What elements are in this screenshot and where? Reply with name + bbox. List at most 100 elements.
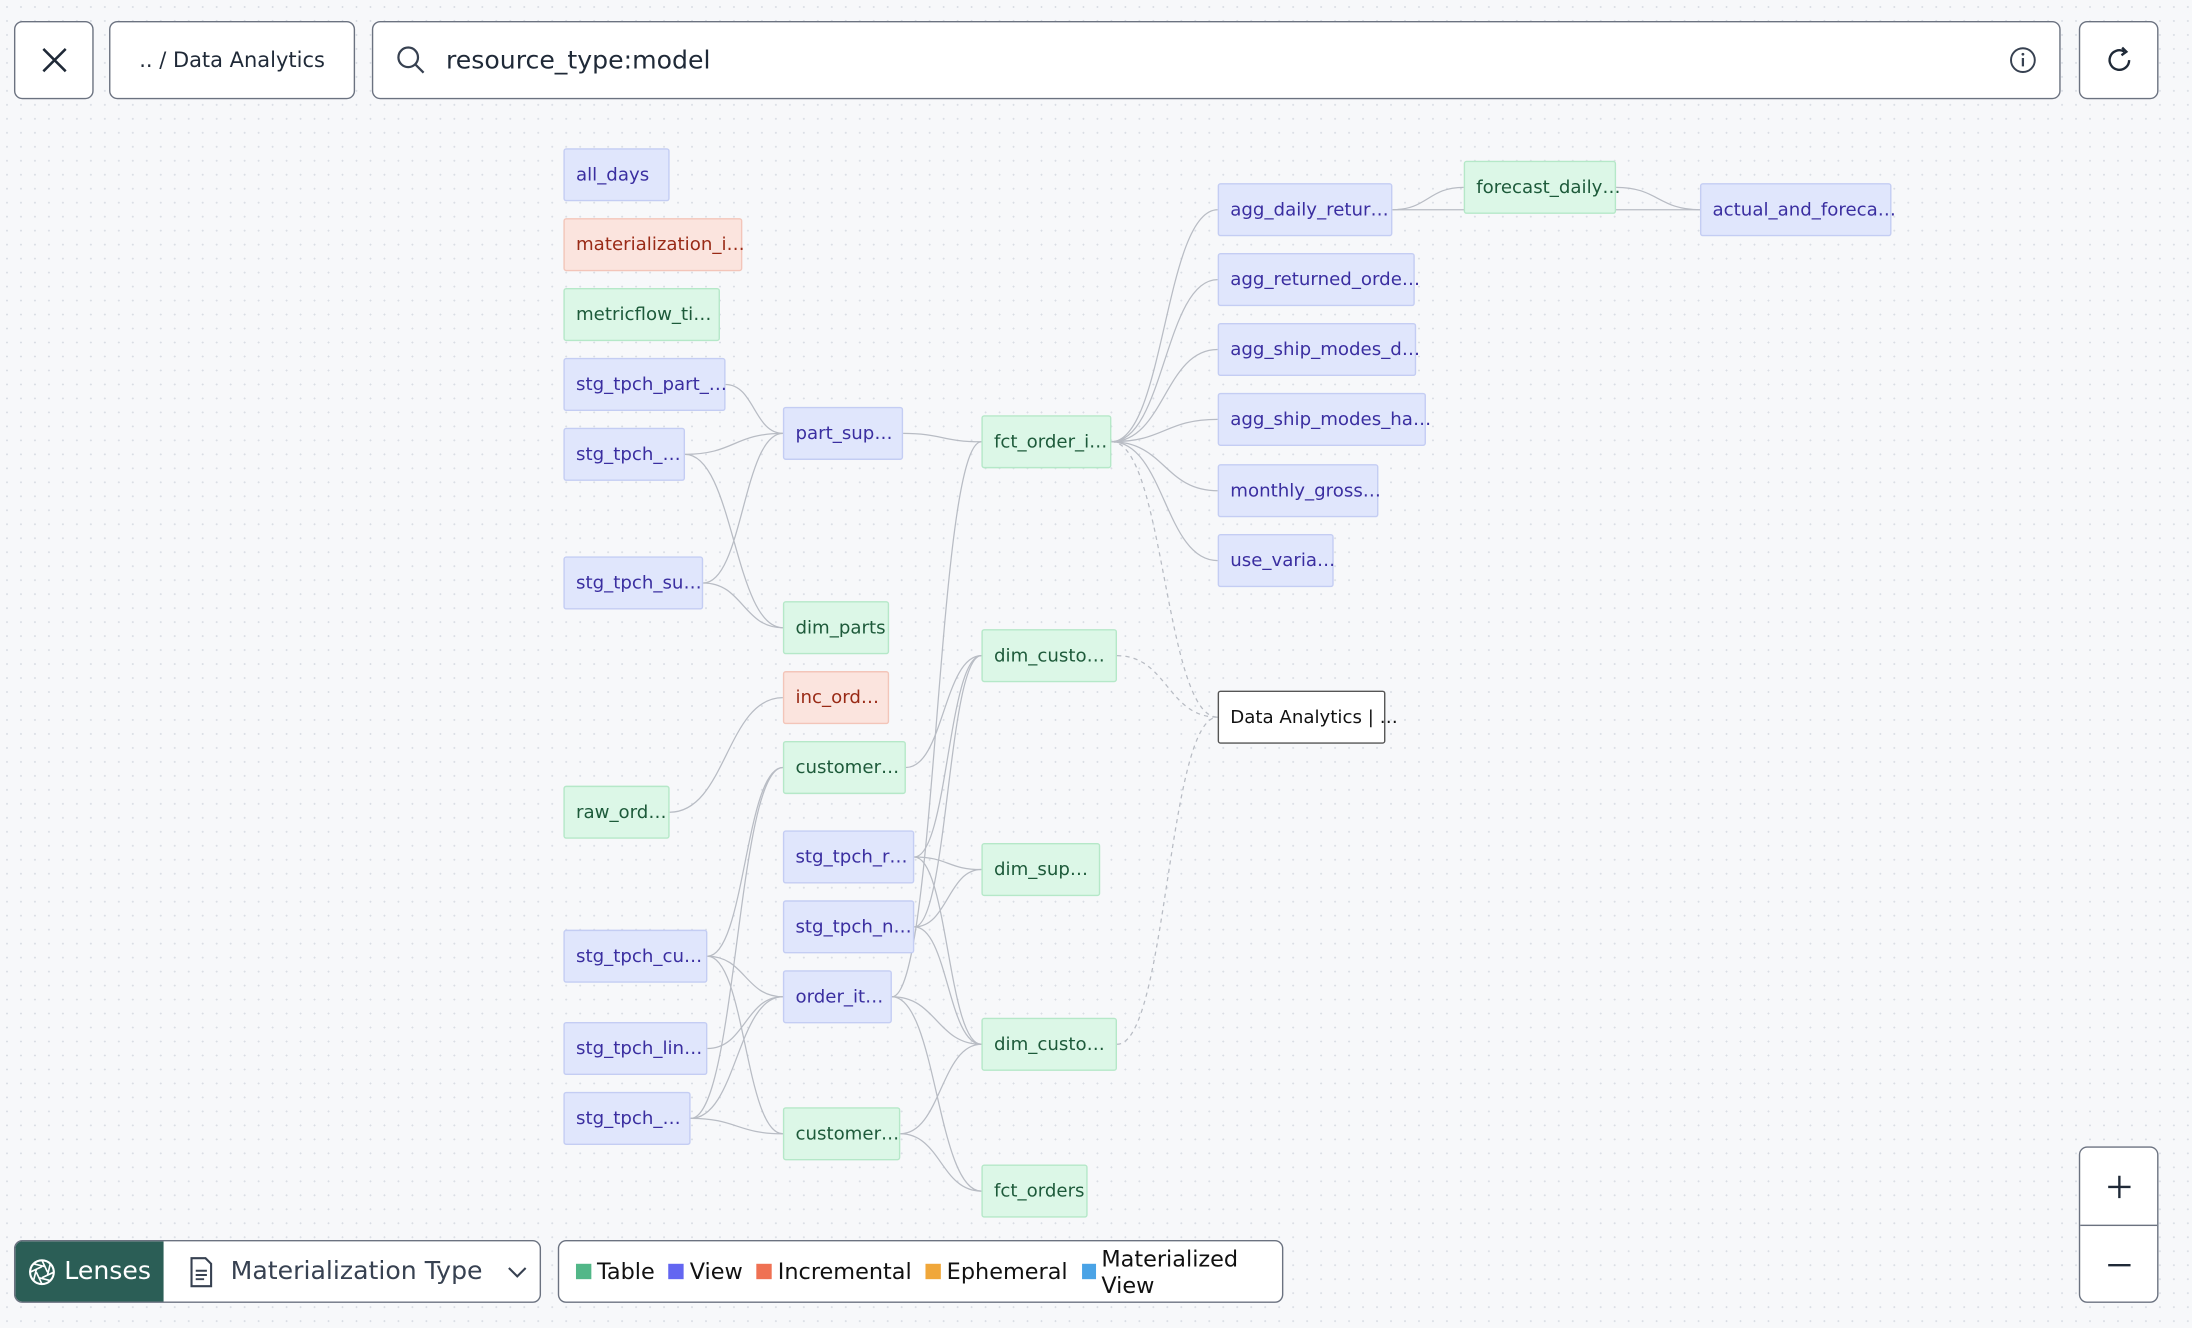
lineage-edge [900, 1043, 982, 1135]
breadcrumb[interactable]: .. / Data Analytics [109, 20, 356, 100]
model-node[interactable]: customer… [782, 740, 906, 795]
model-node[interactable]: metricflow_ti… [563, 287, 720, 342]
model-node[interactable]: fct_orders [981, 1164, 1088, 1218]
model-node[interactable]: stg_tpch_lin… [563, 1021, 708, 1076]
model-node[interactable]: stg_tpch_su… [563, 556, 704, 610]
lineage-edge [690, 996, 783, 1120]
lenses-button[interactable]: Lenses [15, 1241, 164, 1302]
legend-item: View [668, 1258, 743, 1285]
lens-select[interactable]: Materialization Type [164, 1241, 540, 1301]
lineage-edge [703, 432, 783, 584]
lenses-label: Lenses [64, 1256, 152, 1287]
model-node[interactable]: agg_ship_modes_d… [1217, 322, 1420, 377]
model-node[interactable]: forecast_daily… [1463, 160, 1621, 214]
model-node[interactable]: materialization_i… [563, 218, 745, 272]
refresh-button[interactable] [2078, 20, 2159, 100]
lineage-edge [1111, 418, 1218, 443]
model-node[interactable]: stg_tpch_r… [782, 830, 915, 884]
search-icon [397, 46, 425, 74]
lineage-edge [914, 655, 982, 928]
lineage-edge [707, 955, 783, 998]
legend-item: Table [575, 1258, 655, 1285]
lineage-edge [725, 383, 783, 435]
lenses-control: Lenses Materialization Type [13, 1240, 542, 1303]
model-node[interactable]: stg_tpch_… [563, 1091, 691, 1145]
zoom-controls [2078, 1146, 2159, 1303]
model-node[interactable]: Data Analytics | … [1217, 690, 1398, 744]
info-icon[interactable] [2009, 46, 2037, 74]
model-node[interactable]: customer… [782, 1107, 901, 1161]
legend-swatch [668, 1263, 685, 1280]
model-node[interactable]: agg_ship_modes_ha… [1217, 392, 1431, 446]
zoom-in-button[interactable] [2080, 1148, 2157, 1225]
model-node[interactable]: raw_ord… [563, 785, 670, 839]
model-node[interactable]: stg_tpch_… [563, 427, 686, 481]
lineage-edge [707, 766, 783, 957]
model-node[interactable]: dim_sup… [981, 842, 1101, 897]
model-node[interactable]: actual_and_foreca… [1699, 183, 1896, 237]
lineage-edge [685, 432, 783, 455]
model-node[interactable]: stg_tpch_cu… [563, 929, 708, 983]
search-value: resource_type:model [445, 45, 711, 75]
model-node[interactable]: use_varia… [1217, 534, 1335, 588]
model-node[interactable]: all_days [563, 148, 670, 202]
lineage-edge [903, 432, 982, 443]
legend-item: Materialized View [1081, 1244, 1282, 1299]
close-icon [41, 48, 66, 73]
model-node[interactable]: stg_tpch_part_… [563, 357, 727, 412]
exposure-edge [1117, 655, 1218, 718]
aperture-icon [28, 1258, 55, 1285]
lineage-edge [1111, 441, 1218, 492]
legend-item: Incremental [756, 1258, 912, 1285]
lineage-edge [1616, 186, 1700, 211]
model-node[interactable]: stg_tpch_n… [782, 900, 915, 954]
lineage-edge [707, 955, 783, 1135]
model-node[interactable]: order_it… [782, 970, 892, 1024]
legend-label: Ephemeral [946, 1258, 1068, 1285]
minus-icon [2107, 1263, 2130, 1266]
lineage-edge [1111, 441, 1218, 562]
lineage-edge [914, 926, 982, 1045]
model-node[interactable]: inc_ord… [782, 671, 890, 725]
document-icon [190, 1256, 213, 1287]
legend-swatch [756, 1263, 773, 1280]
lineage-edge [914, 868, 982, 928]
close-button[interactable] [13, 20, 94, 100]
lineage-edge [1111, 348, 1218, 443]
exposure-edge [1111, 441, 1218, 718]
lens-select-value: Materialization Type [230, 1256, 483, 1287]
legend-label: Table [596, 1258, 655, 1285]
search-input[interactable]: resource_type:model [371, 20, 2061, 100]
model-node[interactable]: dim_custo… [981, 1017, 1118, 1071]
model-node[interactable]: dim_parts [782, 601, 890, 655]
legend-label: Materialized View [1101, 1244, 1239, 1299]
lineage-edge [905, 655, 982, 769]
refresh-icon [2107, 46, 2130, 72]
legend-swatch [1081, 1263, 1096, 1280]
lineage-edge [914, 655, 982, 858]
legend-label: Incremental [777, 1258, 912, 1285]
lineage-edge [900, 1133, 982, 1192]
lineage-edge [891, 996, 982, 1192]
lineage-edge [690, 1117, 783, 1135]
plus-icon [2107, 1175, 2130, 1198]
model-node[interactable]: fct_order_i… [981, 415, 1112, 469]
model-node[interactable]: agg_returned_orde… [1217, 253, 1420, 307]
model-node[interactable]: agg_daily_retur… [1217, 183, 1393, 237]
model-node[interactable]: monthly_gross… [1217, 464, 1381, 518]
model-node[interactable]: part_sup… [782, 406, 904, 460]
legend: Table View Incremental Ephemeral Materialize… [557, 1240, 1284, 1303]
lineage-edge [703, 582, 783, 629]
lineage-edge [707, 996, 783, 1050]
legend-label: View [689, 1258, 743, 1285]
lineage-edge [1111, 278, 1218, 443]
zoom-out-button[interactable] [2080, 1224, 2158, 1303]
model-node[interactable]: dim_custo… [981, 629, 1118, 683]
chevron-down-icon [508, 1266, 527, 1278]
lineage-edge [891, 441, 982, 998]
exposure-edge [1116, 716, 1218, 1045]
legend-swatch [925, 1263, 942, 1280]
lineage-edge [690, 766, 783, 1120]
